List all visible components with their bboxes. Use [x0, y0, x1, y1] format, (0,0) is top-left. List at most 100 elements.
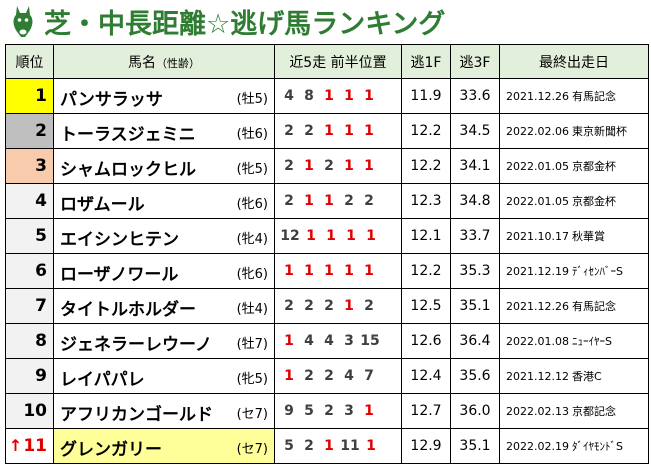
position-value: 1: [364, 263, 374, 279]
race-date: 2021.12.19: [506, 265, 569, 278]
nige3f-value: 36.4: [450, 323, 500, 359]
rank-value: 6: [35, 261, 47, 281]
nige1f-value: 12.1: [401, 218, 451, 254]
rank-value: 4: [35, 191, 47, 211]
position-value: 2: [324, 368, 334, 384]
position-value: 4: [304, 333, 314, 349]
rank-cell: ↑11: [5, 428, 54, 464]
position-value: 2: [284, 158, 294, 174]
ranking-table: 順位 馬名（性齢） 近5走 前半位置 逃1F 逃3F 最終出走日 1 パンサラッサ…: [5, 44, 649, 464]
rank-cell: 5: [5, 218, 54, 254]
race-name: 有馬記念: [571, 300, 616, 313]
last-race-cell: 2022.02.13 京都記念: [499, 393, 649, 429]
position-value: 8: [304, 88, 314, 104]
rank-value: 8: [35, 331, 47, 351]
nige3f-value: 35.1: [450, 288, 500, 324]
position-value: 2: [324, 298, 334, 314]
race-name: 京都記念: [571, 405, 616, 418]
position-value: 2: [344, 193, 354, 209]
nige1f-value: 12.2: [401, 253, 451, 289]
position-value: 3: [344, 403, 354, 419]
position-value: 1: [364, 403, 374, 419]
position-value: 5: [304, 403, 314, 419]
position-value: 7: [364, 368, 374, 384]
header-last-race: 最終出走日: [499, 44, 649, 79]
race-date: 2021.12.12: [506, 370, 569, 383]
nige3f-value: 36.0: [450, 393, 500, 429]
nige3f-value: 33.6: [450, 78, 500, 114]
position-value: 2: [284, 298, 294, 314]
nige1f-value: 11.9: [401, 78, 451, 114]
header-nige1f: 逃1F: [401, 44, 451, 79]
nige1f-value: 12.4: [401, 358, 451, 394]
rank-value: 2: [35, 121, 47, 141]
position-value: 1: [324, 88, 334, 104]
position-value: 1: [304, 158, 314, 174]
race-name: ﾃﾞｨｾﾝﾊﾞｰS: [571, 265, 623, 278]
position-value: 2: [304, 438, 314, 454]
rank-cell: 8: [5, 323, 54, 359]
rank-cell: 7: [5, 288, 54, 324]
last-race-cell: 2022.02.06 東京新聞杯: [499, 113, 649, 149]
horse-name-cell: エイシンヒテン (牝4): [53, 218, 275, 254]
horse-name-cell: シャムロックヒル (牝5): [53, 148, 275, 184]
rank-value: 11: [23, 436, 47, 456]
last-race-cell: 2021.10.17 秋華賞: [499, 218, 649, 254]
nige1f-value: 12.5: [401, 288, 451, 324]
position-value: 1: [306, 228, 316, 244]
position-value: 2: [284, 123, 294, 139]
nige3f-value: 35.3: [450, 253, 500, 289]
last-race-cell: 2022.01.05 京都金杯: [499, 183, 649, 219]
position-value: 5: [284, 438, 294, 454]
rank-cell: 10: [5, 393, 54, 429]
last-race-cell: 2022.02.19 ﾀﾞｲﾔﾓﾝﾄﾞS: [499, 428, 649, 464]
position-value: 15: [360, 333, 380, 349]
position-value: 1: [284, 368, 294, 384]
position-value: 1: [346, 228, 356, 244]
sex-age: (牡7): [236, 337, 268, 352]
race-date: 2022.02.06: [506, 125, 569, 138]
position-value: 2: [364, 193, 374, 209]
race-name: 京都金杯: [571, 160, 616, 173]
horse-name-cell: ジェネラーレウーノ (牡7): [53, 323, 275, 359]
position-value: 1: [344, 298, 354, 314]
race-date: 2021.12.26: [506, 90, 569, 103]
rank-value: 3: [35, 156, 47, 176]
horse-name-cell: ローザノワール (牝6): [53, 253, 275, 289]
position-value: 1: [284, 263, 294, 279]
sex-age: (牝6): [236, 197, 268, 212]
last-race-cell: 2021.12.26 有馬記念: [499, 288, 649, 324]
up-arrow-icon: ↑: [8, 436, 23, 455]
position-value: 1: [364, 158, 374, 174]
table-row: 3 シャムロックヒル (牝5) 2 1 2 1 1 12.2 34.1 2022.01.05 京都金杯: [5, 148, 649, 184]
rank-value: 1: [35, 86, 47, 106]
position-value: 1: [324, 193, 334, 209]
nige3f-value: 34.5: [450, 113, 500, 149]
sex-age: (牡6): [236, 127, 268, 142]
race-name: 京都金杯: [571, 195, 616, 208]
horse-name-cell: アフリカンゴールド (セ7): [53, 393, 275, 429]
horse-name: パンサラッサ: [60, 90, 163, 110]
race-date: 2021.10.17: [506, 230, 569, 243]
position-value: 4: [344, 368, 354, 384]
rank-cell: 4: [5, 183, 54, 219]
rank-cell: 1: [5, 78, 54, 114]
rank-value: 9: [35, 366, 47, 386]
position-value: 1: [344, 123, 354, 139]
position-value: 1: [366, 438, 376, 454]
horse-name-cell: タイトルホルダー (牡4): [53, 288, 275, 324]
sex-age: (牝4): [236, 232, 268, 247]
horse-name: ローザノワール: [60, 265, 179, 285]
rank-value: 10: [23, 401, 47, 421]
page-title: 芝・中長距離☆逃げ馬ランキング: [44, 8, 446, 40]
sex-age: (牡4): [236, 302, 268, 317]
horse-name: シャムロックヒル: [60, 160, 196, 180]
race-name: ﾀﾞｲﾔﾓﾝﾄﾞS: [571, 440, 623, 453]
